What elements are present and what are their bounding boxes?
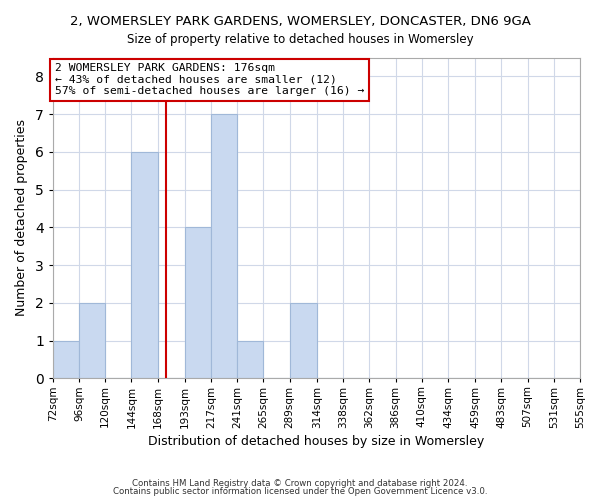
- Bar: [290, 303, 317, 378]
- X-axis label: Distribution of detached houses by size in Womersley: Distribution of detached houses by size …: [148, 434, 485, 448]
- Bar: [131, 152, 158, 378]
- Text: Size of property relative to detached houses in Womersley: Size of property relative to detached ho…: [127, 32, 473, 46]
- Bar: [79, 303, 105, 378]
- Y-axis label: Number of detached properties: Number of detached properties: [15, 120, 28, 316]
- Text: Contains public sector information licensed under the Open Government Licence v3: Contains public sector information licen…: [113, 487, 487, 496]
- Text: 2, WOMERSLEY PARK GARDENS, WOMERSLEY, DONCASTER, DN6 9GA: 2, WOMERSLEY PARK GARDENS, WOMERSLEY, DO…: [70, 15, 530, 28]
- Text: 2 WOMERSLEY PARK GARDENS: 176sqm
← 43% of detached houses are smaller (12)
57% o: 2 WOMERSLEY PARK GARDENS: 176sqm ← 43% o…: [55, 63, 364, 96]
- Bar: [237, 340, 263, 378]
- Bar: [211, 114, 237, 378]
- Bar: [185, 228, 211, 378]
- Bar: [53, 340, 79, 378]
- Text: Contains HM Land Registry data © Crown copyright and database right 2024.: Contains HM Land Registry data © Crown c…: [132, 478, 468, 488]
